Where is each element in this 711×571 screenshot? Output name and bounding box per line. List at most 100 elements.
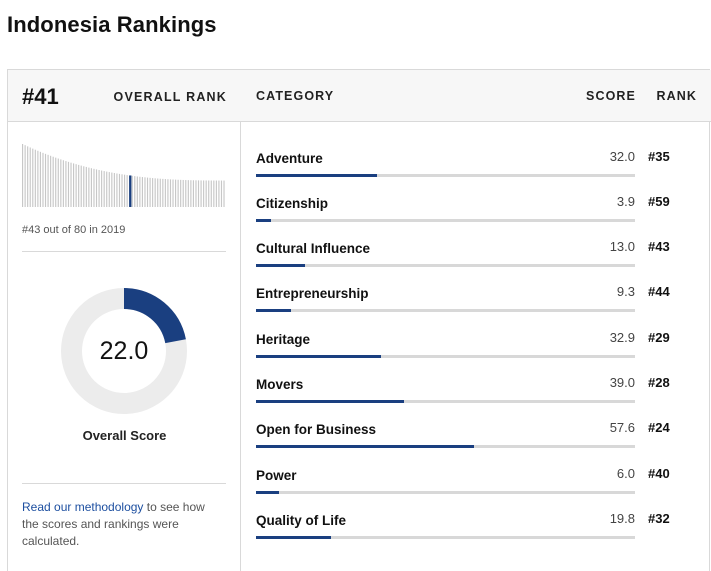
category-rank: #24 [648, 420, 670, 435]
rank-history-bar [93, 168, 95, 207]
score-bar-fill [256, 445, 475, 448]
category-score: 9.3 [616, 284, 635, 299]
rank-history-bar [223, 180, 225, 207]
rank-history-bar [90, 168, 92, 207]
rank-history-bar [113, 173, 115, 207]
divider [22, 251, 226, 252]
rank-history-bar [52, 156, 54, 207]
rank-history-bar [101, 170, 103, 207]
donut-fill [61, 288, 187, 414]
rank-history-bar [162, 178, 164, 207]
rank-history-bar [175, 179, 177, 207]
rank-history-bar [88, 167, 90, 207]
rank-history-bar [185, 180, 187, 207]
overall-score-value: 22.0 [99, 336, 149, 365]
category-score: 39.0 [609, 375, 635, 390]
rank-history-bar [208, 180, 210, 207]
rank-history-bar [78, 164, 80, 207]
rank-history-bar [157, 178, 159, 207]
score-bar-fill [256, 400, 404, 403]
score-bar-track [256, 174, 635, 177]
divider [22, 483, 226, 484]
rank-history-bar [60, 159, 62, 207]
category-name: Heritage [256, 332, 311, 347]
overall-header: #41 OVERALL RANK [8, 70, 241, 122]
rank-history-bar [103, 171, 105, 207]
rank-history-bar [75, 164, 77, 207]
score-bar-fill [256, 536, 332, 539]
rank-history-bar [34, 149, 36, 207]
rank-history-bar [200, 180, 202, 207]
category-name: Citizenship [256, 196, 329, 211]
page-title: Indonesia Rankings [7, 12, 217, 37]
category-rank: #28 [648, 375, 670, 390]
rank-history-bar [95, 169, 98, 207]
rankings-panel: #41 OVERALL RANK #43 out of 80 in 2019 2… [7, 69, 711, 571]
rank-history-bar [55, 157, 57, 207]
category-score: 6.0 [616, 466, 635, 481]
score-bar-fill [256, 491, 279, 494]
rank-history-bar [37, 150, 39, 207]
rank-history-bar [152, 178, 154, 207]
rank-history-bar [169, 179, 172, 207]
rank-history-bar [215, 180, 217, 207]
rank-history-bar [205, 180, 207, 207]
methodology-suffix: to see how the scores and rankings were … [22, 500, 205, 548]
rank-history-bar [62, 160, 64, 207]
rank-history-bar [111, 172, 113, 207]
category-name: Power [256, 468, 297, 483]
rank-history-bar [154, 178, 156, 207]
rank-history-bar [116, 173, 118, 207]
category-row: Entrepreneurship 9.3 #44 [256, 279, 696, 324]
rank-history-bar [149, 177, 151, 207]
score-bar-track [256, 264, 635, 267]
methodology-note: Read our methodology to see how the scor… [22, 499, 222, 550]
rank-history-bar [139, 176, 141, 207]
category-score: 57.6 [609, 420, 635, 435]
category-column: CATEGORY SCORE RANK Adventure 32.0 #35 C… [241, 70, 711, 571]
rank-history-bar [167, 179, 169, 207]
rank-history-bar [187, 180, 189, 207]
category-row: Movers 39.0 #28 [256, 370, 696, 415]
category-row: Cultural Influence 13.0 #43 [256, 234, 696, 279]
overall-score-donut: 22.0 [60, 287, 188, 415]
category-row: Open for Business 57.6 #24 [256, 415, 696, 460]
score-bar-fill [256, 219, 271, 222]
rank-history-bar [39, 151, 41, 207]
rank-history-bar [203, 180, 205, 207]
category-row: Adventure 32.0 #35 [256, 144, 696, 189]
category-score: 32.9 [609, 330, 635, 345]
rank-history-bar [131, 175, 133, 207]
rank-history-bar [24, 145, 26, 207]
rank-history-caption: #43 out of 80 in 2019 [22, 224, 126, 236]
category-name: Cultural Influence [256, 241, 371, 256]
score-bar-track [256, 491, 635, 494]
rank-history-bar [73, 163, 75, 207]
rank-history-bar [80, 165, 82, 207]
rank-history-bar [42, 152, 44, 207]
rank-history-bar [172, 179, 174, 207]
rank-history-bar [44, 153, 47, 207]
rank-history-bar [106, 171, 108, 207]
methodology-link[interactable]: Read our methodology [22, 500, 144, 514]
rank-history-bar [220, 180, 223, 207]
rank-history-bar [192, 180, 194, 207]
rank-history-bar [210, 180, 212, 207]
overall-column: #41 OVERALL RANK #43 out of 80 in 2019 2… [8, 70, 241, 571]
category-rank: #29 [648, 330, 670, 345]
category-score: 13.0 [609, 239, 635, 254]
rank-history-bars [22, 144, 225, 207]
rank-history-bar [190, 180, 192, 207]
rank-history-bar [50, 155, 52, 207]
rank-history-bar [85, 166, 87, 207]
category-score: 19.8 [609, 511, 635, 526]
score-bar-track [256, 309, 635, 312]
rank-history-bar [124, 174, 126, 207]
category-rank: #44 [648, 284, 670, 299]
category-row: Citizenship 3.9 #59 [256, 189, 696, 234]
rank-history-bar [218, 180, 220, 207]
rank-history-bar [136, 176, 138, 207]
rank-history-bar [197, 180, 200, 207]
category-name: Adventure [256, 151, 323, 166]
rank-history-bar [118, 173, 121, 207]
